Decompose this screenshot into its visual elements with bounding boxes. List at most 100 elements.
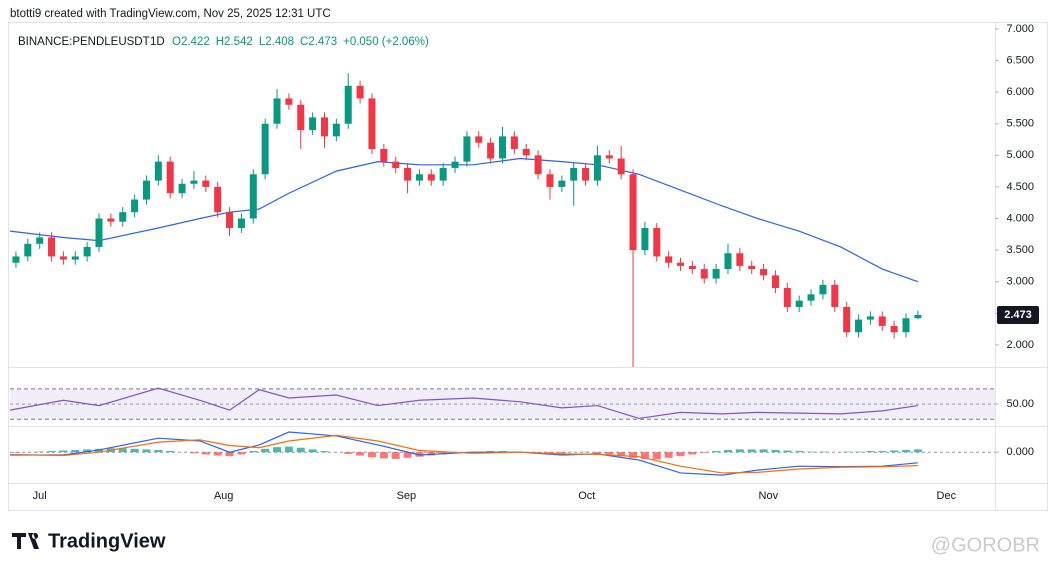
candle-body	[914, 314, 922, 319]
candle-body	[368, 98, 376, 150]
histogram-bar	[201, 452, 210, 455]
credit: btotti9 created with TradingView.com, No…	[10, 8, 331, 20]
histogram-bar	[391, 452, 400, 459]
histogram-bar	[249, 451, 258, 453]
candle-body	[154, 161, 162, 181]
candle-body	[71, 256, 79, 260]
candle-body	[107, 218, 115, 222]
candle-body	[736, 253, 744, 266]
candle-body	[641, 227, 649, 251]
candle-body	[249, 174, 257, 219]
candle-body	[629, 174, 637, 251]
candle-body	[297, 104, 305, 131]
candle-body	[178, 183, 186, 194]
histogram-bar	[890, 450, 899, 453]
histogram-bar	[83, 449, 92, 453]
histogram-bar	[759, 449, 768, 453]
legend-value: C2.473	[300, 36, 337, 48]
candle-body	[36, 237, 44, 244]
candle-body	[748, 265, 756, 270]
candle-body	[24, 243, 32, 257]
candle-body	[499, 136, 506, 159]
legend-value: H2.542	[216, 36, 253, 48]
histogram-bar	[700, 452, 709, 453]
x-tick-label: Aug	[214, 490, 234, 502]
candle-body	[771, 275, 779, 289]
candle-body	[487, 142, 495, 159]
candle-body	[273, 98, 281, 124]
y-tick-label: 3.000	[1006, 276, 1034, 288]
candle-body	[166, 161, 174, 194]
logo: TradingView	[12, 530, 166, 552]
candle-body	[415, 174, 423, 181]
interval: 1D	[150, 36, 165, 48]
candle-body	[510, 136, 518, 150]
histogram-bar	[688, 452, 697, 455]
candle-body	[427, 174, 435, 181]
histogram-bar	[640, 452, 649, 459]
candle-body	[451, 161, 459, 168]
histogram-bar	[166, 451, 175, 453]
histogram-bar	[213, 452, 222, 456]
x-tick-label: Oct	[578, 490, 595, 502]
logo-icon	[12, 533, 39, 549]
histogram-bar	[296, 447, 305, 453]
last-price-label: 2.473	[1004, 309, 1032, 321]
x-tick-label: Dec	[937, 490, 957, 502]
rsi-line	[9, 387, 918, 420]
x-tick-label: Nov	[759, 490, 779, 502]
candle-body	[807, 294, 815, 301]
histogram-bar	[379, 452, 388, 459]
candle-body	[593, 155, 601, 181]
histogram-bar	[735, 449, 744, 453]
histogram-bar	[842, 451, 851, 453]
histogram-bar	[771, 449, 780, 453]
candle-body	[392, 161, 400, 168]
symbol: BINANCE:PENDLEUSDT	[18, 36, 150, 48]
candle-body	[617, 158, 625, 175]
moving-average	[9, 157, 919, 283]
candle-body	[570, 167, 578, 181]
candle-body	[890, 325, 898, 333]
histogram-bar	[783, 450, 792, 453]
histogram-bar	[652, 452, 661, 460]
macd-line	[9, 434, 918, 474]
candle-body	[605, 155, 613, 159]
y-tick-label: 4.000	[1006, 212, 1034, 224]
histogram-bar	[557, 452, 566, 454]
x-tick-label: Sep	[397, 490, 417, 502]
y-tick-label: 5.500	[1006, 118, 1034, 130]
candle-body	[783, 288, 791, 307]
y-tick-label: 2.000	[1006, 339, 1034, 351]
candle-body	[309, 117, 317, 131]
histogram-bar	[605, 452, 614, 455]
histogram-bar	[11, 452, 20, 453]
candle-body	[902, 318, 910, 333]
y-tick-label: 0.000	[1006, 446, 1034, 458]
candle-body	[866, 316, 874, 320]
last-price-box	[997, 305, 1039, 324]
histogram-bar	[913, 449, 922, 453]
histogram-bar	[545, 452, 554, 454]
candle-body	[677, 262, 685, 266]
candle-body	[285, 98, 293, 105]
candle-body	[712, 269, 720, 279]
candle-body	[344, 85, 352, 124]
histogram-bar	[308, 449, 317, 453]
candle-body	[12, 256, 20, 263]
candle-body	[48, 237, 56, 257]
candle-body	[202, 180, 210, 187]
candle-body	[83, 246, 91, 257]
histogram-bar	[723, 449, 732, 453]
histogram-bar	[664, 452, 673, 458]
watermark: @GOROBR	[931, 534, 1040, 556]
histogram-bar	[130, 448, 139, 453]
histogram-bar	[273, 447, 282, 453]
candle-body	[522, 149, 530, 156]
candle-body	[237, 218, 245, 228]
histogram-bar	[59, 450, 68, 453]
candle-body	[190, 180, 198, 184]
histogram-bar	[878, 451, 887, 453]
histogram-bar	[35, 451, 44, 453]
candle-body	[688, 265, 696, 270]
